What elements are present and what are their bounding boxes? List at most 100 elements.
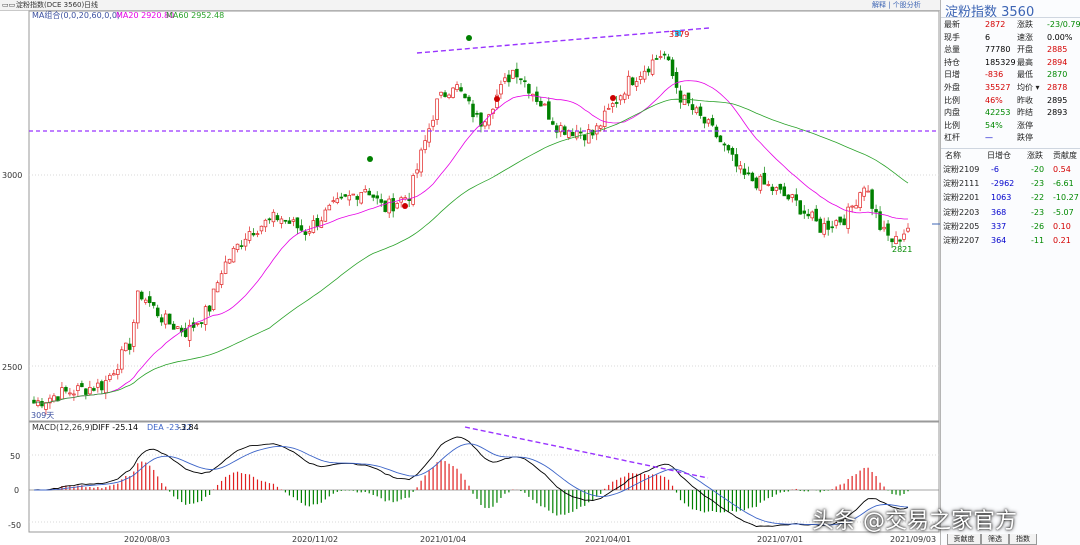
candle-body xyxy=(555,125,559,133)
table-header-name[interactable]: 名称 xyxy=(945,151,961,160)
candle-body xyxy=(802,210,806,214)
candle-body xyxy=(219,273,224,285)
candle-body xyxy=(894,235,898,244)
candle-body xyxy=(199,322,204,324)
candle-body xyxy=(830,226,834,229)
candle-body xyxy=(375,195,379,199)
row-increase: -6 xyxy=(991,165,999,174)
signal-marker xyxy=(367,156,373,162)
candle-body xyxy=(503,77,507,82)
quote-value: 46% xyxy=(985,95,1003,105)
row-change: -23 xyxy=(1031,179,1045,189)
panel-title: 淀粉指数 3560 xyxy=(945,5,1035,20)
candle-body xyxy=(327,204,332,211)
candle-body xyxy=(64,387,68,392)
candle-body xyxy=(72,393,76,396)
price-chart[interactable]: MA组合(0,0,20,60,0,0) MA20 2920.80 MA60 29… xyxy=(0,10,940,545)
candle-body xyxy=(371,194,375,198)
candle-body xyxy=(347,194,352,201)
candle-body xyxy=(128,343,132,350)
tab-filter[interactable]: 筛选 xyxy=(981,534,1009,545)
signal-marker xyxy=(466,35,472,41)
candle-body xyxy=(682,94,687,105)
candle-body xyxy=(678,90,683,103)
candle-body xyxy=(766,184,771,186)
candle-body xyxy=(68,392,72,395)
quote-label: 涨跌 xyxy=(1017,20,1033,29)
trend-annotations xyxy=(29,27,940,479)
candle-body xyxy=(559,125,563,133)
ma60-line xyxy=(33,98,909,404)
ma-legend-name: MA组合(0,0,20,60,0,0) xyxy=(32,10,120,20)
table-header-contrib[interactable]: 贡献度 xyxy=(1053,151,1077,160)
candle-body xyxy=(48,397,52,404)
candle-body xyxy=(826,220,830,230)
candle-body xyxy=(104,380,108,393)
candle-body xyxy=(179,327,184,333)
tab-contrib[interactable]: 贡献度 xyxy=(947,534,981,545)
quote-value: 42253 xyxy=(985,108,1011,118)
candle-body xyxy=(814,208,818,222)
candle-body xyxy=(120,349,124,370)
candle-body xyxy=(116,368,120,375)
candle-body xyxy=(80,383,84,388)
candle-body xyxy=(419,149,423,173)
table-header-chg[interactable]: 涨跌 xyxy=(1027,151,1043,160)
quote-value: — xyxy=(985,133,993,143)
period-selector[interactable]: 日线 xyxy=(84,1,98,9)
candle-body xyxy=(882,226,886,230)
candle-body xyxy=(415,169,419,174)
tab-index[interactable]: 指数 xyxy=(1009,534,1037,545)
candle-body xyxy=(602,110,607,127)
candle-body xyxy=(798,200,802,215)
candle-body xyxy=(582,134,587,141)
table-header-inc[interactable]: 日增仓 xyxy=(987,151,1011,160)
candle-body xyxy=(391,198,395,212)
candle-body xyxy=(794,194,799,201)
quote-value: 2895 xyxy=(1047,95,1068,105)
candle-body xyxy=(606,107,611,110)
candle-body xyxy=(738,165,743,170)
candle-body xyxy=(459,87,463,92)
candle-body xyxy=(822,223,826,235)
candle-body xyxy=(431,119,435,127)
candle-body xyxy=(471,103,475,118)
candle-body xyxy=(686,92,691,104)
candle-body xyxy=(734,154,739,167)
candle-body xyxy=(598,125,603,129)
candle-body xyxy=(211,288,216,310)
candle-body xyxy=(586,129,591,144)
row-increase: -2962 xyxy=(991,179,1015,189)
menu-icon[interactable]: ▭▭ xyxy=(2,1,16,9)
candle-body xyxy=(443,92,447,97)
quote-label: 速涨 xyxy=(1017,32,1033,42)
candle-body xyxy=(435,98,439,120)
candle-body xyxy=(255,233,260,235)
quote-value: 2894 xyxy=(1047,57,1068,67)
row-increase: 1063 xyxy=(991,193,1012,203)
candle-body xyxy=(331,200,336,203)
moving-average-lines xyxy=(33,80,909,404)
quote-value: 2872 xyxy=(985,20,1006,29)
diff-line xyxy=(33,436,909,527)
candle-body xyxy=(634,81,639,87)
candle-body xyxy=(702,116,707,124)
candle-body xyxy=(239,245,244,247)
candle-body xyxy=(175,326,180,329)
candle-body xyxy=(846,206,850,229)
quote-value: -23/0.79% xyxy=(1047,20,1080,29)
candle-body xyxy=(622,93,627,100)
ma60-legend: MA60 2952.48 xyxy=(166,11,224,20)
candle-body xyxy=(267,218,272,221)
quote-label: 跌停 xyxy=(1017,133,1033,143)
quote-value: 185329 xyxy=(985,57,1016,67)
candle-body xyxy=(291,219,296,222)
candle-body xyxy=(112,373,116,376)
candle-body xyxy=(187,324,192,341)
quote-label: 昨收 xyxy=(1017,95,1033,105)
tools-links[interactable]: 解释 | 个股分析 xyxy=(872,1,921,9)
candle-body xyxy=(36,400,40,407)
candle-body xyxy=(618,95,623,101)
candle-body xyxy=(818,218,822,233)
row-contribution: 0.10 xyxy=(1053,221,1071,231)
